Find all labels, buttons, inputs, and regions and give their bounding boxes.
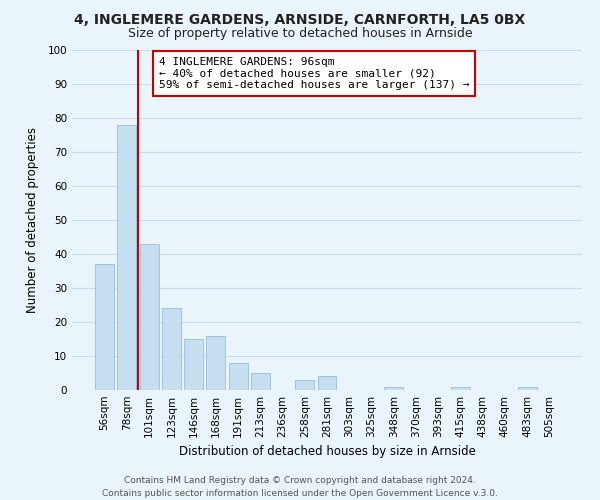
Bar	[451, 386, 470, 390]
Bar	[295, 380, 314, 390]
Bar	[518, 386, 536, 390]
Bar	[206, 336, 225, 390]
Text: Contains HM Land Registry data © Crown copyright and database right 2024.
Contai: Contains HM Land Registry data © Crown c…	[102, 476, 498, 498]
Text: 4 INGLEMERE GARDENS: 96sqm
← 40% of detached houses are smaller (92)
59% of semi: 4 INGLEMERE GARDENS: 96sqm ← 40% of deta…	[158, 57, 469, 90]
X-axis label: Distribution of detached houses by size in Arnside: Distribution of detached houses by size …	[179, 446, 475, 458]
Text: Size of property relative to detached houses in Arnside: Size of property relative to detached ho…	[128, 28, 472, 40]
Bar	[162, 308, 181, 390]
Bar	[184, 339, 203, 390]
Bar	[229, 363, 248, 390]
Bar	[140, 244, 158, 390]
Y-axis label: Number of detached properties: Number of detached properties	[26, 127, 39, 313]
Bar	[118, 125, 136, 390]
Bar	[95, 264, 114, 390]
Bar	[317, 376, 337, 390]
Text: 4, INGLEMERE GARDENS, ARNSIDE, CARNFORTH, LA5 0BX: 4, INGLEMERE GARDENS, ARNSIDE, CARNFORTH…	[74, 12, 526, 26]
Bar	[384, 386, 403, 390]
Bar	[251, 373, 270, 390]
